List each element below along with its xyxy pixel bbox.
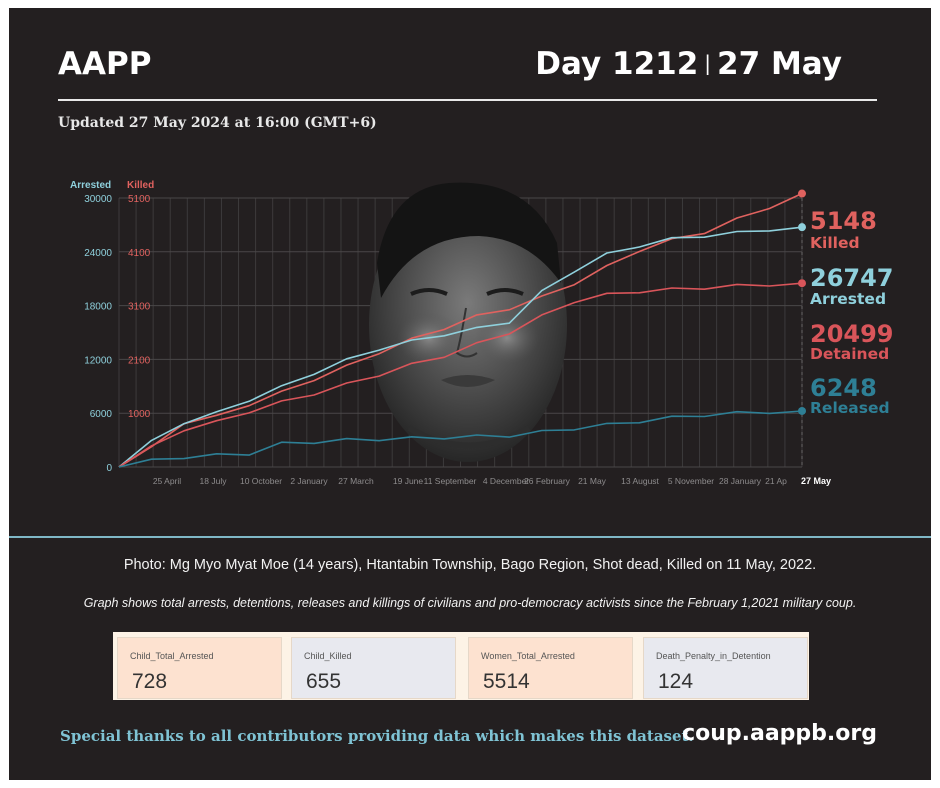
updated-timestamp: Updated 27 May 2024 at 16:00 (GMT+6) [58, 115, 377, 131]
series-line-detained [118, 282, 803, 468]
x-tick-label-current: 27 May [801, 476, 831, 486]
y-tick-left: 30000 [84, 194, 112, 205]
stat-value: 655 [306, 670, 342, 693]
thanks-note: Special thanks to all contributors provi… [60, 727, 694, 745]
day-counter: Day 1212 | 27 May [535, 46, 842, 82]
y-tick-left: 24000 [84, 248, 112, 259]
photo-caption: Photo: Mg Myo Myat Moe (14 years), Htant… [123, 557, 817, 573]
chart-labels: Arrested Killed 0 6000 12000 18000 24000 30000 1… [70, 180, 894, 486]
y-axis-left-title: Arrested [70, 180, 111, 191]
x-tick-label: 13 August [621, 476, 659, 486]
header-divider [58, 99, 877, 101]
stat-value: 728 [132, 670, 168, 693]
day-date: 27 May [717, 46, 842, 82]
x-tick-label: 28 January [719, 476, 762, 486]
series-name-arrested: Arrested [810, 290, 886, 308]
y-tick-right: 3100 [128, 302, 151, 313]
timeline-chart: Arrested Killed 0 6000 12000 18000 24000 30000 1… [70, 180, 894, 486]
x-tick-label: 26 February [524, 476, 571, 486]
series-total-arrested: 26747 [810, 264, 894, 292]
y-tick-right: 5100 [128, 194, 151, 205]
stat-card-child-arrested: Child_Total_Arrested 728 [117, 637, 282, 699]
graph-note: Graph shows total arrests, detentions, r… [83, 596, 857, 610]
x-tick-label: 10 October [240, 476, 282, 486]
series-line-arrested [118, 226, 803, 468]
victim-photo [369, 182, 567, 462]
x-tick-label: 25 April [153, 476, 181, 486]
series-total-detained: 20499 [810, 320, 894, 348]
y-tick-right: 4100 [128, 248, 151, 259]
x-tick-label: 11 September [424, 476, 477, 486]
x-tick-label: 21 Ap [765, 476, 787, 486]
y-tick-left: 18000 [84, 302, 112, 313]
series-name-detained: Detained [810, 345, 889, 363]
stat-card-child-killed: Child_Killed 655 [291, 637, 456, 699]
stat-value: 124 [658, 670, 694, 693]
stat-label: Child_Total_Arrested [130, 651, 214, 661]
y-axis-right-title: Killed [127, 180, 154, 191]
series-endpoint-released [798, 406, 806, 415]
stat-label: Death_Penalty_in_Detention [656, 651, 771, 661]
x-tick-label: 21 May [578, 476, 607, 486]
day-number: Day 1212 [535, 46, 699, 82]
series-endpoint-arrested [798, 223, 806, 232]
x-tick-label: 4 December [483, 476, 529, 486]
y-tick-left: 0 [106, 463, 112, 474]
series-name-killed: Killed [810, 234, 860, 252]
stat-card-women-arrested: Women_Total_Arrested 5514 [468, 637, 633, 699]
y-tick-left: 6000 [90, 409, 113, 420]
x-tick-label: 19 June [393, 476, 424, 486]
y-tick-right: 2100 [128, 355, 151, 366]
x-tick-label: 2 January [290, 476, 328, 486]
infographic-panel: AAPP Day 1212 | 27 May Updated 27 May 2024… [9, 8, 931, 780]
series-line-killed [118, 192, 803, 468]
x-tick-label: 18 July [200, 476, 228, 486]
stat-card-death-penalty: Death_Penalty_in_Detention 124 [643, 637, 808, 699]
x-tick-label: 5 November [668, 476, 714, 486]
series-total-released: 6248 [810, 374, 877, 402]
org-title: AAPP [58, 46, 152, 82]
stats-strip: Child_Total_Arrested 728 Child_Killed 65… [113, 632, 809, 700]
y-tick-left: 12000 [84, 355, 112, 366]
series-name-released: Released [810, 399, 890, 417]
series-total-killed: 5148 [810, 207, 877, 235]
section-divider [9, 536, 931, 538]
separator: | [704, 51, 712, 75]
series-endpoint-killed [798, 189, 806, 198]
series-endpoint-detained [798, 279, 806, 288]
y-tick-right: 1000 [128, 409, 151, 420]
stat-label: Child_Killed [304, 651, 352, 661]
x-tick-label: 27 March [338, 476, 374, 486]
chart-series [118, 189, 806, 468]
series-line-released [118, 410, 803, 468]
stat-label: Women_Total_Arrested [481, 651, 575, 661]
site-link[interactable]: coup.aappb.org [682, 721, 877, 746]
stat-value: 5514 [483, 670, 530, 693]
